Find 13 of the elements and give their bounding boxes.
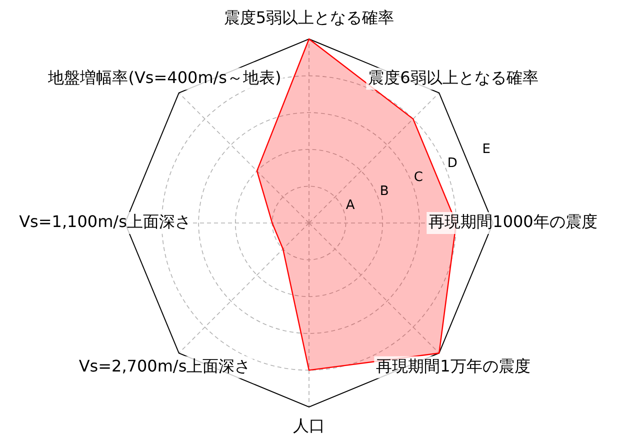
y-tick-label: E xyxy=(482,142,490,157)
y-tick-label: B xyxy=(380,184,389,200)
spoke-label: 再現期間1万年の震度 xyxy=(376,356,530,376)
spoke-label: 地盤増幅率(Vs=400m/s～地表) xyxy=(47,68,282,87)
spoke-label: 再現期間1000年の震度 xyxy=(428,212,598,232)
spoke-label: 震度5弱以上となる確率 xyxy=(224,8,394,28)
spoke-label: 震度6弱以上となる確率 xyxy=(368,68,538,87)
spoke-label: Vs=2,700m/s上面深さ xyxy=(78,356,251,376)
y-tick-label: A xyxy=(346,198,355,214)
y-tick-label: C xyxy=(414,170,423,186)
spoke-label: 人口 xyxy=(293,416,325,436)
spoke-label: Vs=1,100m/s上面深さ xyxy=(19,212,191,232)
y-tick-label: D xyxy=(447,156,458,171)
